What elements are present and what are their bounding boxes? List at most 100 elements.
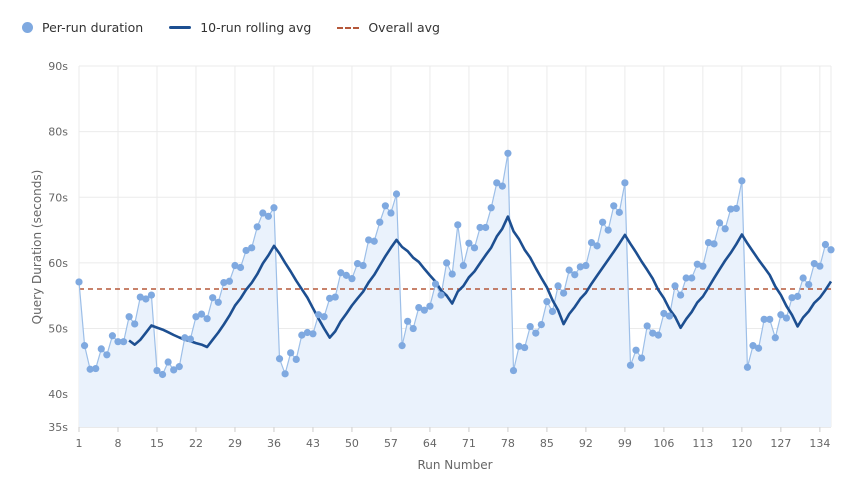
data-point — [704, 238, 713, 247]
data-point — [699, 262, 707, 270]
x-tick-label: 78 — [501, 437, 515, 450]
data-point — [303, 328, 311, 337]
x-tick-label: 43 — [306, 437, 320, 450]
data-point — [665, 312, 674, 320]
overall-swatch-icon — [337, 26, 360, 29]
area-layer — [79, 153, 831, 428]
data-point — [136, 293, 144, 301]
y-tick-label: 40s — [48, 388, 68, 401]
data-point — [693, 260, 701, 268]
data-point — [392, 190, 401, 198]
data-point — [314, 311, 323, 319]
data-point — [103, 351, 111, 359]
data-point — [487, 204, 495, 212]
x-tick-label: 127 — [770, 437, 791, 450]
data-point — [170, 366, 178, 374]
data-point — [75, 278, 83, 286]
data-point — [437, 291, 445, 299]
data-point — [459, 261, 467, 270]
data-point — [147, 291, 156, 299]
data-point — [236, 263, 245, 272]
data-point — [738, 177, 746, 185]
x-tick-label: 64 — [423, 437, 437, 450]
data-point — [292, 355, 300, 363]
data-point — [515, 342, 523, 350]
data-point — [788, 294, 796, 302]
data-point — [582, 261, 590, 270]
data-point — [743, 363, 752, 371]
data-point — [376, 218, 384, 226]
per-run-swatch-icon — [22, 22, 33, 33]
data-point — [509, 366, 518, 375]
data-point — [782, 314, 791, 322]
data-point — [97, 345, 105, 353]
data-point — [203, 315, 211, 323]
data-point — [404, 317, 412, 325]
data-point — [337, 269, 345, 277]
data-point — [793, 292, 802, 300]
data-point — [309, 330, 317, 338]
y-axis-title: Query Duration (seconds) — [30, 170, 44, 325]
data-point — [214, 298, 222, 306]
data-point — [209, 294, 217, 302]
data-point — [821, 240, 830, 249]
data-point — [649, 329, 657, 337]
data-point — [119, 338, 128, 346]
data-point — [275, 355, 284, 363]
data-point — [482, 223, 490, 232]
legend-label-per-run: Per-run duration — [42, 20, 144, 35]
data-point — [749, 342, 757, 350]
data-point — [86, 365, 94, 373]
x-tick-label: 8 — [114, 437, 121, 450]
data-point — [465, 239, 473, 247]
data-point — [526, 322, 534, 331]
data-point — [543, 298, 551, 306]
data-point — [537, 321, 545, 329]
data-point — [175, 363, 183, 371]
data-point — [326, 294, 334, 302]
data-point — [108, 332, 117, 340]
data-point — [225, 277, 233, 285]
data-point — [370, 237, 378, 245]
per-run-area — [79, 153, 831, 428]
data-point — [805, 280, 813, 289]
data-point — [610, 202, 618, 210]
data-point — [298, 331, 306, 339]
data-point — [604, 226, 612, 234]
data-point — [654, 331, 662, 339]
data-point — [827, 246, 835, 254]
data-point — [270, 204, 278, 212]
x-tick-label: 22 — [189, 437, 203, 450]
y-tick-label: 35s — [48, 421, 68, 434]
x-axis-title: Run Number — [417, 458, 492, 472]
data-point — [498, 182, 506, 190]
data-point — [415, 303, 423, 312]
data-point — [810, 259, 818, 268]
data-point — [253, 223, 261, 231]
data-point — [92, 364, 100, 373]
data-point — [504, 149, 512, 157]
data-point — [431, 280, 440, 288]
legend-item-overall[interactable]: Overall avg — [337, 20, 440, 35]
data-point — [259, 209, 267, 217]
data-point — [409, 324, 417, 333]
data-point — [281, 370, 289, 378]
data-point — [320, 313, 328, 321]
data-point — [771, 334, 779, 342]
legend: Per-run duration 10-run rolling avg Over… — [22, 20, 466, 35]
data-point — [448, 270, 456, 278]
data-point — [353, 259, 362, 268]
data-point — [632, 346, 640, 354]
data-point — [231, 261, 239, 270]
data-point — [398, 342, 406, 350]
data-point — [359, 261, 367, 270]
legend-item-per-run[interactable]: Per-run duration — [22, 20, 143, 35]
data-point — [142, 295, 150, 303]
data-point — [420, 306, 428, 314]
data-point — [548, 307, 557, 316]
data-point — [158, 370, 167, 379]
data-point — [454, 221, 462, 229]
x-tick-label: 57 — [384, 437, 398, 450]
legend-item-rolling[interactable]: 10-run rolling avg — [169, 20, 311, 35]
data-point — [470, 244, 479, 252]
